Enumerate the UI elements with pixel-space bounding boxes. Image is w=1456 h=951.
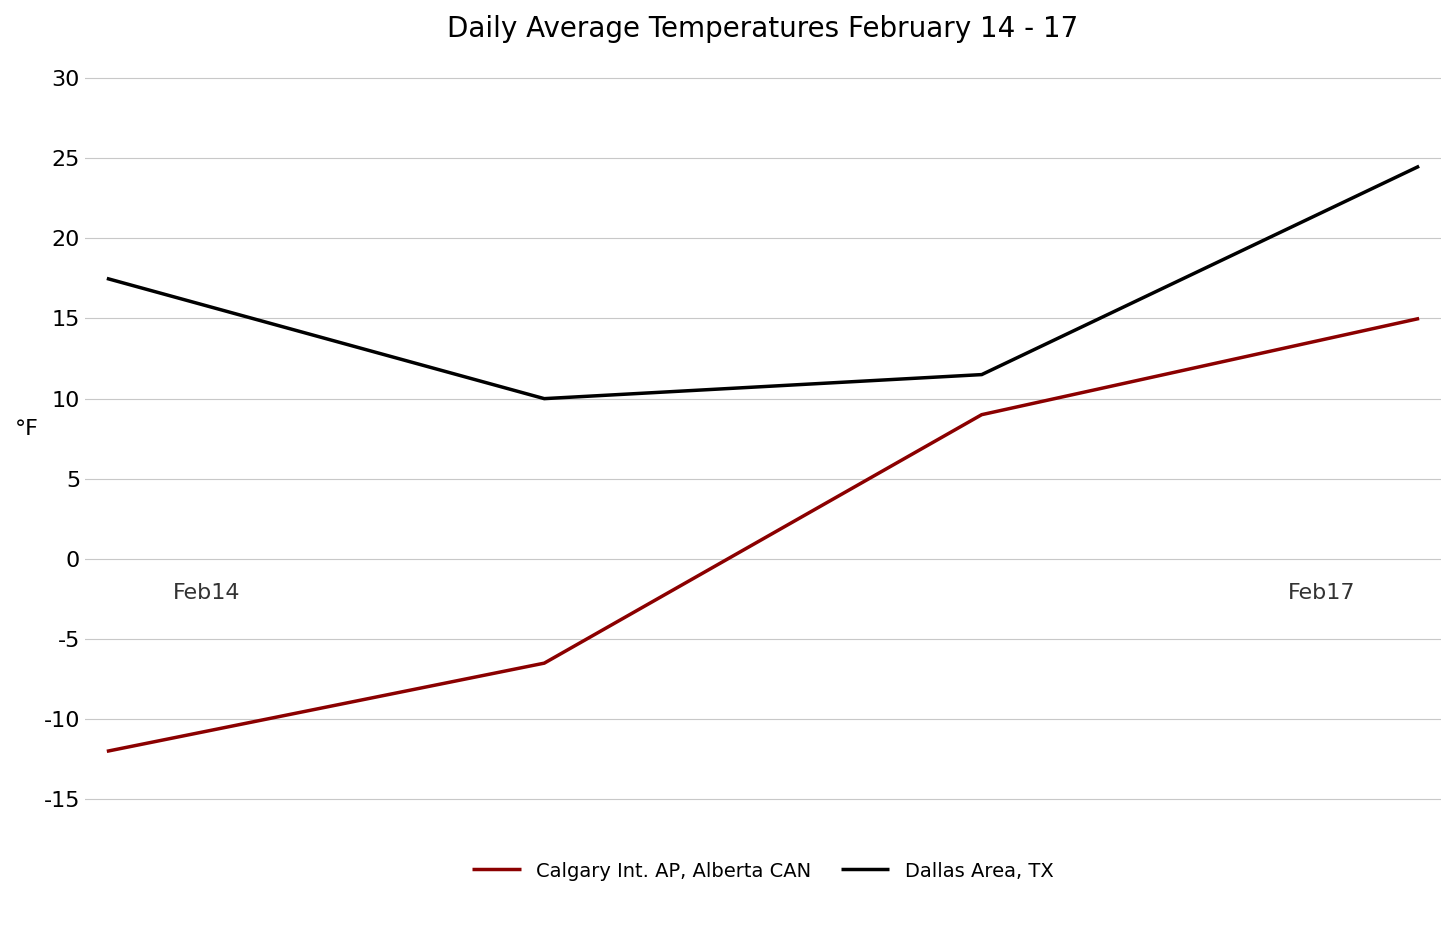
Calgary Int. AP, Alberta CAN [973,409,990,420]
Calgary Int. AP, Alberta CAN [1411,313,1428,324]
Legend: Calgary Int. AP, Alberta CAN, Dallas Area, TX: Calgary Int. AP, Alberta CAN, Dallas Are… [472,862,1054,881]
Line: Dallas Area, TX: Dallas Area, TX [106,166,1420,398]
Text: Feb17: Feb17 [1289,583,1356,603]
Calgary Int. AP, Alberta CAN [98,746,115,757]
Dallas Area, TX [1411,161,1428,172]
Line: Calgary Int. AP, Alberta CAN: Calgary Int. AP, Alberta CAN [106,319,1420,751]
Title: Daily Average Temperatures February 14 - 17: Daily Average Temperatures February 14 -… [447,15,1079,43]
Dallas Area, TX [98,273,115,284]
Dallas Area, TX [973,369,990,380]
Dallas Area, TX [536,393,553,404]
Text: Feb14: Feb14 [172,583,240,603]
Calgary Int. AP, Alberta CAN [536,657,553,669]
Y-axis label: °F: °F [15,418,39,438]
